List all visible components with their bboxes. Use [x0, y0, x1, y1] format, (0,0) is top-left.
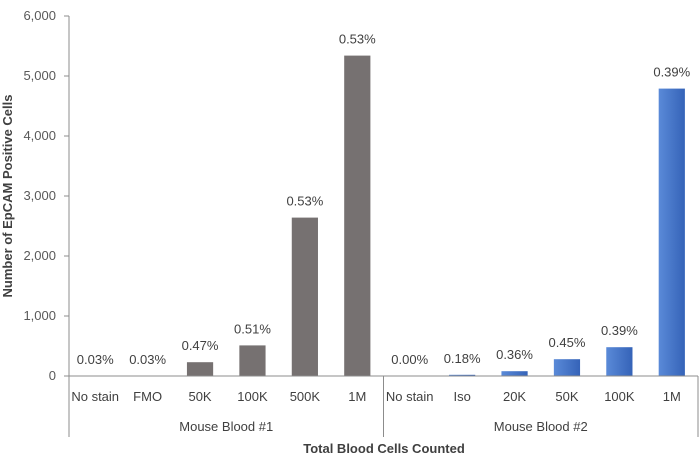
data-labels: 0.03% 0.03% 0.47% 0.51% 0.53% 0.53% 0.00% 0.18%… [77, 32, 691, 367]
x-axis-title: Total Blood Cells Counted [303, 441, 465, 456]
y-axis-ticks: 0 1,000 2,000 3,000 4,000 5,000 6,000 [23, 8, 69, 383]
bar [239, 345, 266, 376]
y-tick-label: 3,000 [23, 188, 56, 203]
bars [186, 55, 685, 376]
category-label: No stain [71, 389, 119, 404]
y-axis-title: Number of EpCAM Positive Cells [0, 95, 15, 298]
category-label: 50K [555, 389, 578, 404]
bar-data-label: 0.03% [129, 352, 166, 367]
y-tick-label: 2,000 [23, 248, 56, 263]
category-label: 100K [237, 389, 268, 404]
category-label: Iso [453, 389, 470, 404]
bar [449, 374, 476, 376]
bar-data-label: 0.36% [496, 347, 533, 362]
bar [553, 359, 581, 376]
category-labels: No stain FMO 50K 100K 500K 1M No stain Iso 20K 50… [71, 389, 680, 404]
bar [501, 371, 528, 376]
y-tick-label: 1,000 [23, 308, 56, 323]
bar-data-label: 0.51% [234, 321, 271, 336]
axes [68, 16, 699, 437]
group-label: Mouse Blood #2 [494, 419, 588, 434]
category-label: No stain [386, 389, 434, 404]
y-tick-label: 0 [49, 368, 56, 383]
bar-data-label: 0.39% [653, 65, 690, 80]
bar [186, 362, 214, 376]
bar [658, 88, 685, 376]
category-label: FMO [133, 389, 162, 404]
bar-data-label: 0.39% [601, 323, 638, 338]
category-label: 1M [663, 389, 681, 404]
y-tick-label: 5,000 [23, 68, 56, 83]
group-label: Mouse Blood #1 [179, 419, 273, 434]
bar-data-label: 0.03% [77, 352, 114, 367]
bar [291, 217, 318, 376]
group-labels: Mouse Blood #1 Mouse Blood #2 [179, 419, 587, 434]
bar-data-label: 0.18% [444, 351, 481, 366]
bar-data-label: 0.53% [339, 32, 376, 47]
bar [344, 55, 371, 376]
bar-data-label: 0.47% [182, 338, 219, 353]
category-label: 20K [503, 389, 526, 404]
bar-data-label: 0.00% [391, 352, 428, 367]
bar [606, 347, 633, 376]
bar-data-label: 0.53% [286, 194, 323, 209]
category-label: 500K [290, 389, 321, 404]
category-label: 1M [348, 389, 366, 404]
y-tick-label: 6,000 [23, 8, 56, 23]
category-label: 50K [188, 389, 211, 404]
bar-data-label: 0.45% [549, 335, 586, 350]
category-label: 100K [604, 389, 635, 404]
y-tick-label: 4,000 [23, 128, 56, 143]
